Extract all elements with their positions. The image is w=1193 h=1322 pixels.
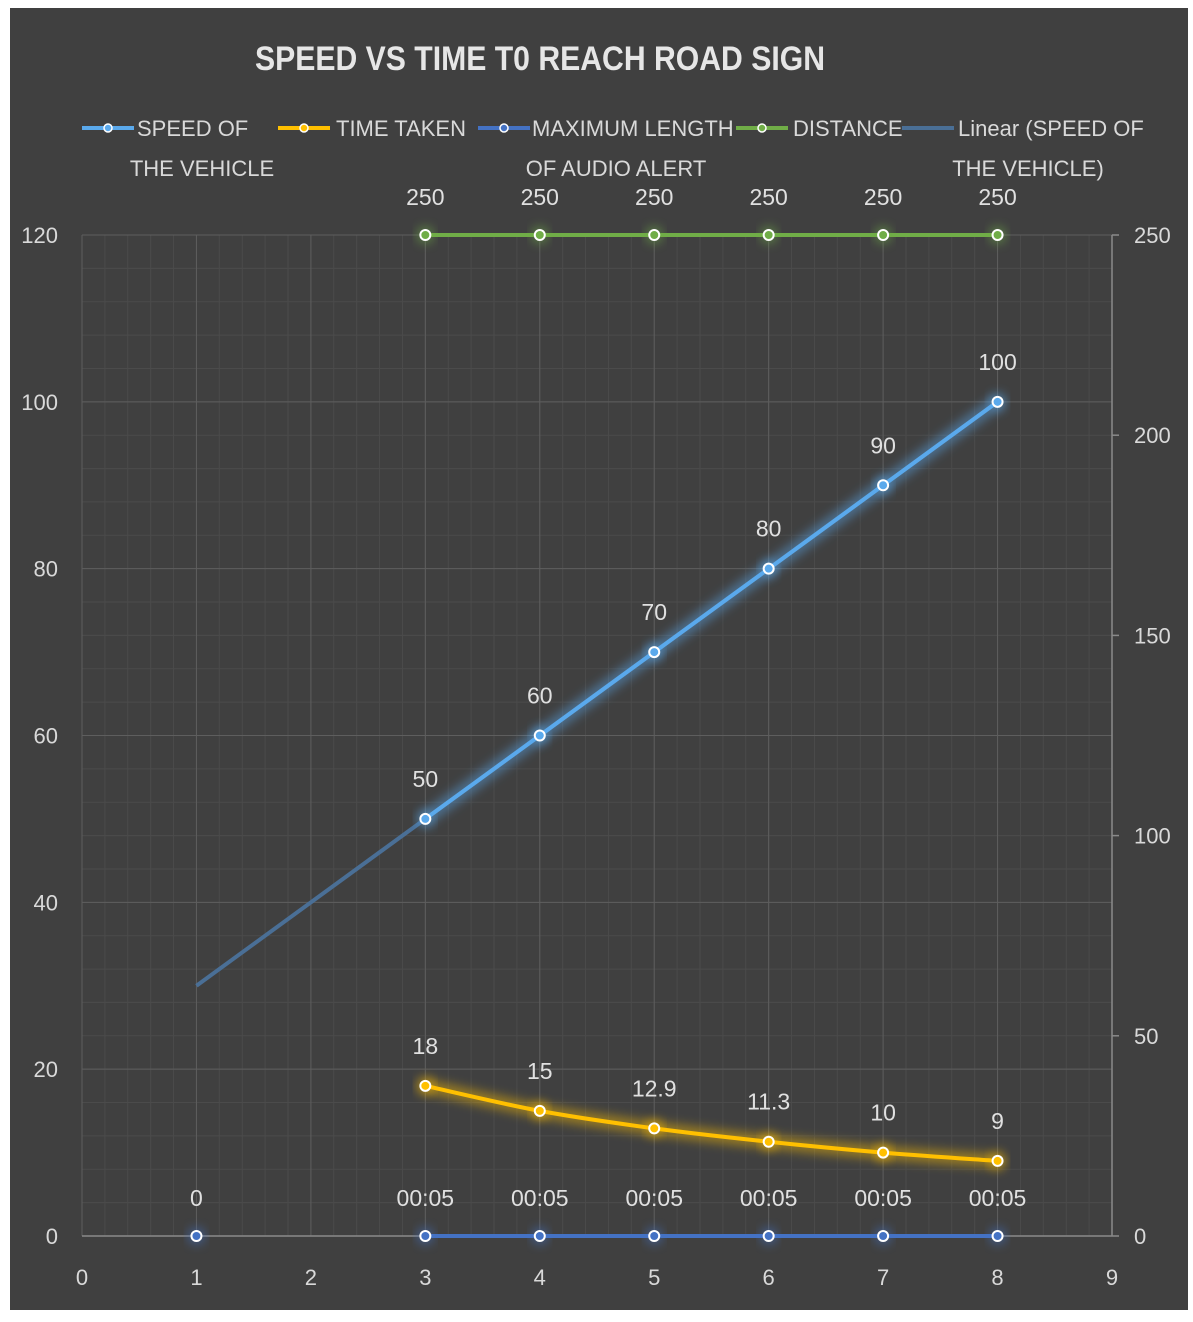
right-y-tick-label: 150 (1134, 623, 1171, 648)
data-label-distance: 250 (749, 184, 787, 210)
legend-entry-label: SPEED OF (137, 116, 248, 141)
data-point-maximum-length-of-audio-alert (991, 1230, 1004, 1242)
x-tick-label: 9 (1106, 1265, 1118, 1290)
data-label-maximum-length-of-audio-alert: 00:05 (854, 1185, 912, 1211)
data-point-time-taken (991, 1154, 1004, 1167)
chart-title: SPEED VS TIME T0 REACH ROAD SIGN (255, 40, 825, 78)
right-y-tick-label: 200 (1134, 423, 1171, 448)
series-line-time-taken (424, 1083, 998, 1163)
legend-entry-label: THE VEHICLE) (952, 156, 1104, 181)
series-line-speed-of-the-vehicle (424, 400, 999, 821)
data-label-time-taken: 10 (870, 1100, 896, 1126)
data-point-maximum-length-of-audio-alert (877, 1230, 890, 1242)
data-point-speed-of-the-vehicle (877, 479, 890, 492)
legend-entry-label: MAXIMUM LENGTH (532, 116, 734, 141)
data-label-time-taken: 11.3 (747, 1089, 790, 1115)
grid-layer (81, 234, 1113, 1237)
data-label-distance: 250 (978, 184, 1016, 210)
x-tick-label: 3 (419, 1265, 431, 1290)
data-point-maximum-length-of-audio-alert (190, 1230, 203, 1242)
left-y-tick-label: 120 (21, 223, 58, 248)
data-point-speed-of-the-vehicle (991, 395, 1004, 408)
data-point-speed-of-the-vehicle (762, 562, 775, 575)
data-label-maximum-length-of-audio-alert: 00:05 (397, 1185, 455, 1211)
data-point-maximum-length-of-audio-alert (419, 1230, 432, 1242)
right-y-tick-label: 250 (1134, 223, 1171, 248)
left-y-tick-label: 0 (46, 1224, 58, 1249)
legend-entry-label: THE VEHICLE (130, 156, 274, 181)
data-point-distance (533, 229, 546, 241)
data-label-distance: 250 (635, 184, 673, 210)
data-point-time-taken (762, 1135, 775, 1148)
data-label-distance: 250 (406, 184, 444, 210)
legend-swatch-marker (499, 123, 509, 133)
left-y-tick-label: 100 (21, 390, 58, 415)
data-point-distance (991, 229, 1004, 241)
data-label-time-taken: 12.9 (632, 1075, 677, 1101)
data-point-time-taken (419, 1079, 432, 1092)
data-label-maximum-length-of-audio-alert: 0 (190, 1185, 203, 1211)
x-tick-label: 8 (991, 1265, 1003, 1290)
data-label-distance: 250 (521, 184, 559, 210)
x-tick-label: 4 (534, 1265, 546, 1290)
data-point-maximum-length-of-audio-alert (533, 1230, 546, 1242)
left-y-tick-label: 80 (34, 557, 58, 582)
legend-entry-label: Linear (SPEED OF (958, 116, 1144, 141)
data-label-speed-of-the-vehicle: 90 (870, 432, 896, 458)
data-label-maximum-length-of-audio-alert: 00:05 (625, 1185, 683, 1211)
data-label-time-taken: 15 (527, 1058, 553, 1084)
data-point-speed-of-the-vehicle (533, 729, 546, 742)
legend-swatch-marker (103, 123, 113, 133)
chart-area (10, 8, 1188, 1310)
data-point-speed-of-the-vehicle (419, 812, 432, 825)
legend-swatch-marker (299, 123, 309, 133)
data-point-distance (762, 229, 775, 241)
data-label-time-taken: 18 (413, 1033, 439, 1059)
data-label-distance: 250 (864, 184, 902, 210)
data-point-maximum-length-of-audio-alert (762, 1230, 775, 1242)
x-tick-label: 1 (190, 1265, 202, 1290)
series-layer (187, 226, 1007, 1245)
data-label-speed-of-the-vehicle: 50 (413, 766, 439, 792)
data-label-time-taken: 9 (991, 1108, 1004, 1134)
data-point-speed-of-the-vehicle (648, 646, 661, 659)
x-tick-label: 6 (763, 1265, 775, 1290)
data-label-speed-of-the-vehicle: 80 (756, 516, 782, 542)
data-point-distance (419, 229, 432, 241)
data-point-time-taken (877, 1146, 890, 1159)
legend-entry-label: DISTANCE (793, 116, 903, 141)
data-label-maximum-length-of-audio-alert: 00:05 (969, 1185, 1027, 1211)
left-y-tick-label: 60 (34, 724, 58, 749)
data-label-maximum-length-of-audio-alert: 00:05 (511, 1185, 569, 1211)
legend-swatch-marker (757, 123, 767, 133)
x-tick-label: 0 (76, 1265, 88, 1290)
data-point-maximum-length-of-audio-alert (648, 1230, 661, 1242)
data-label-speed-of-the-vehicle: 70 (641, 599, 667, 625)
legend-entry-label: TIME TAKEN (336, 116, 466, 141)
x-tick-label: 7 (877, 1265, 889, 1290)
data-point-time-taken (533, 1104, 546, 1117)
right-y-tick-label: 0 (1134, 1224, 1146, 1249)
data-point-distance (648, 229, 661, 241)
x-tick-label: 5 (648, 1265, 660, 1290)
data-point-distance (877, 229, 890, 241)
data-label-maximum-length-of-audio-alert: 00:05 (740, 1185, 798, 1211)
right-y-tick-label: 100 (1134, 824, 1171, 849)
data-label-speed-of-the-vehicle: 100 (978, 349, 1016, 375)
legend-entry-label: OF AUDIO ALERT (526, 156, 707, 181)
left-y-tick-label: 20 (34, 1057, 58, 1082)
x-tick-label: 2 (305, 1265, 317, 1290)
right-y-tick-label: 50 (1134, 1024, 1158, 1049)
legend-layer[interactable]: SPEED OF THE VEHICLE TIME TAKEN MAXIMUM LEN… (82, 116, 1144, 181)
data-point-time-taken (648, 1122, 661, 1135)
data-label-speed-of-the-vehicle: 60 (527, 683, 553, 709)
left-y-tick-label: 40 (34, 890, 58, 915)
